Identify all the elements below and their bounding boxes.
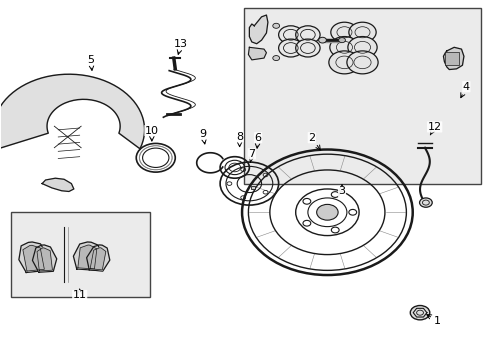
Circle shape	[278, 26, 303, 44]
Circle shape	[346, 51, 377, 74]
Circle shape	[419, 198, 431, 207]
Text: 7: 7	[248, 149, 255, 162]
Circle shape	[295, 26, 320, 44]
Text: 11: 11	[73, 289, 86, 301]
Polygon shape	[73, 242, 102, 270]
Polygon shape	[443, 47, 463, 69]
Circle shape	[347, 37, 376, 58]
Text: 3: 3	[338, 185, 345, 197]
Bar	[445, 52, 458, 64]
Circle shape	[318, 37, 326, 43]
Circle shape	[278, 39, 303, 57]
Circle shape	[330, 22, 357, 42]
Circle shape	[272, 23, 279, 28]
Polygon shape	[249, 15, 267, 44]
Circle shape	[338, 38, 345, 42]
Polygon shape	[42, 178, 74, 192]
Text: 12: 12	[427, 122, 441, 135]
Circle shape	[409, 306, 429, 320]
Circle shape	[328, 51, 359, 74]
Polygon shape	[19, 242, 48, 273]
Polygon shape	[32, 245, 57, 272]
Circle shape	[272, 55, 279, 60]
Polygon shape	[37, 248, 52, 271]
Bar	[11, 212, 150, 297]
Polygon shape	[248, 47, 266, 60]
Bar	[251, 186, 255, 189]
Polygon shape	[0, 74, 144, 149]
Text: 10: 10	[144, 126, 159, 141]
Polygon shape	[78, 245, 97, 269]
Text: 13: 13	[174, 39, 188, 54]
Circle shape	[295, 39, 320, 57]
Polygon shape	[90, 248, 105, 270]
Text: 8: 8	[236, 132, 243, 147]
Circle shape	[316, 204, 337, 220]
Text: 2: 2	[307, 133, 320, 150]
Text: 5: 5	[87, 55, 94, 70]
Text: 6: 6	[254, 133, 261, 148]
Polygon shape	[86, 245, 110, 271]
Text: 1: 1	[426, 315, 440, 325]
Text: 4: 4	[460, 82, 469, 98]
Bar	[244, 8, 480, 184]
Polygon shape	[23, 245, 44, 271]
Circle shape	[329, 37, 358, 58]
Text: 9: 9	[199, 129, 206, 144]
Circle shape	[348, 22, 375, 42]
